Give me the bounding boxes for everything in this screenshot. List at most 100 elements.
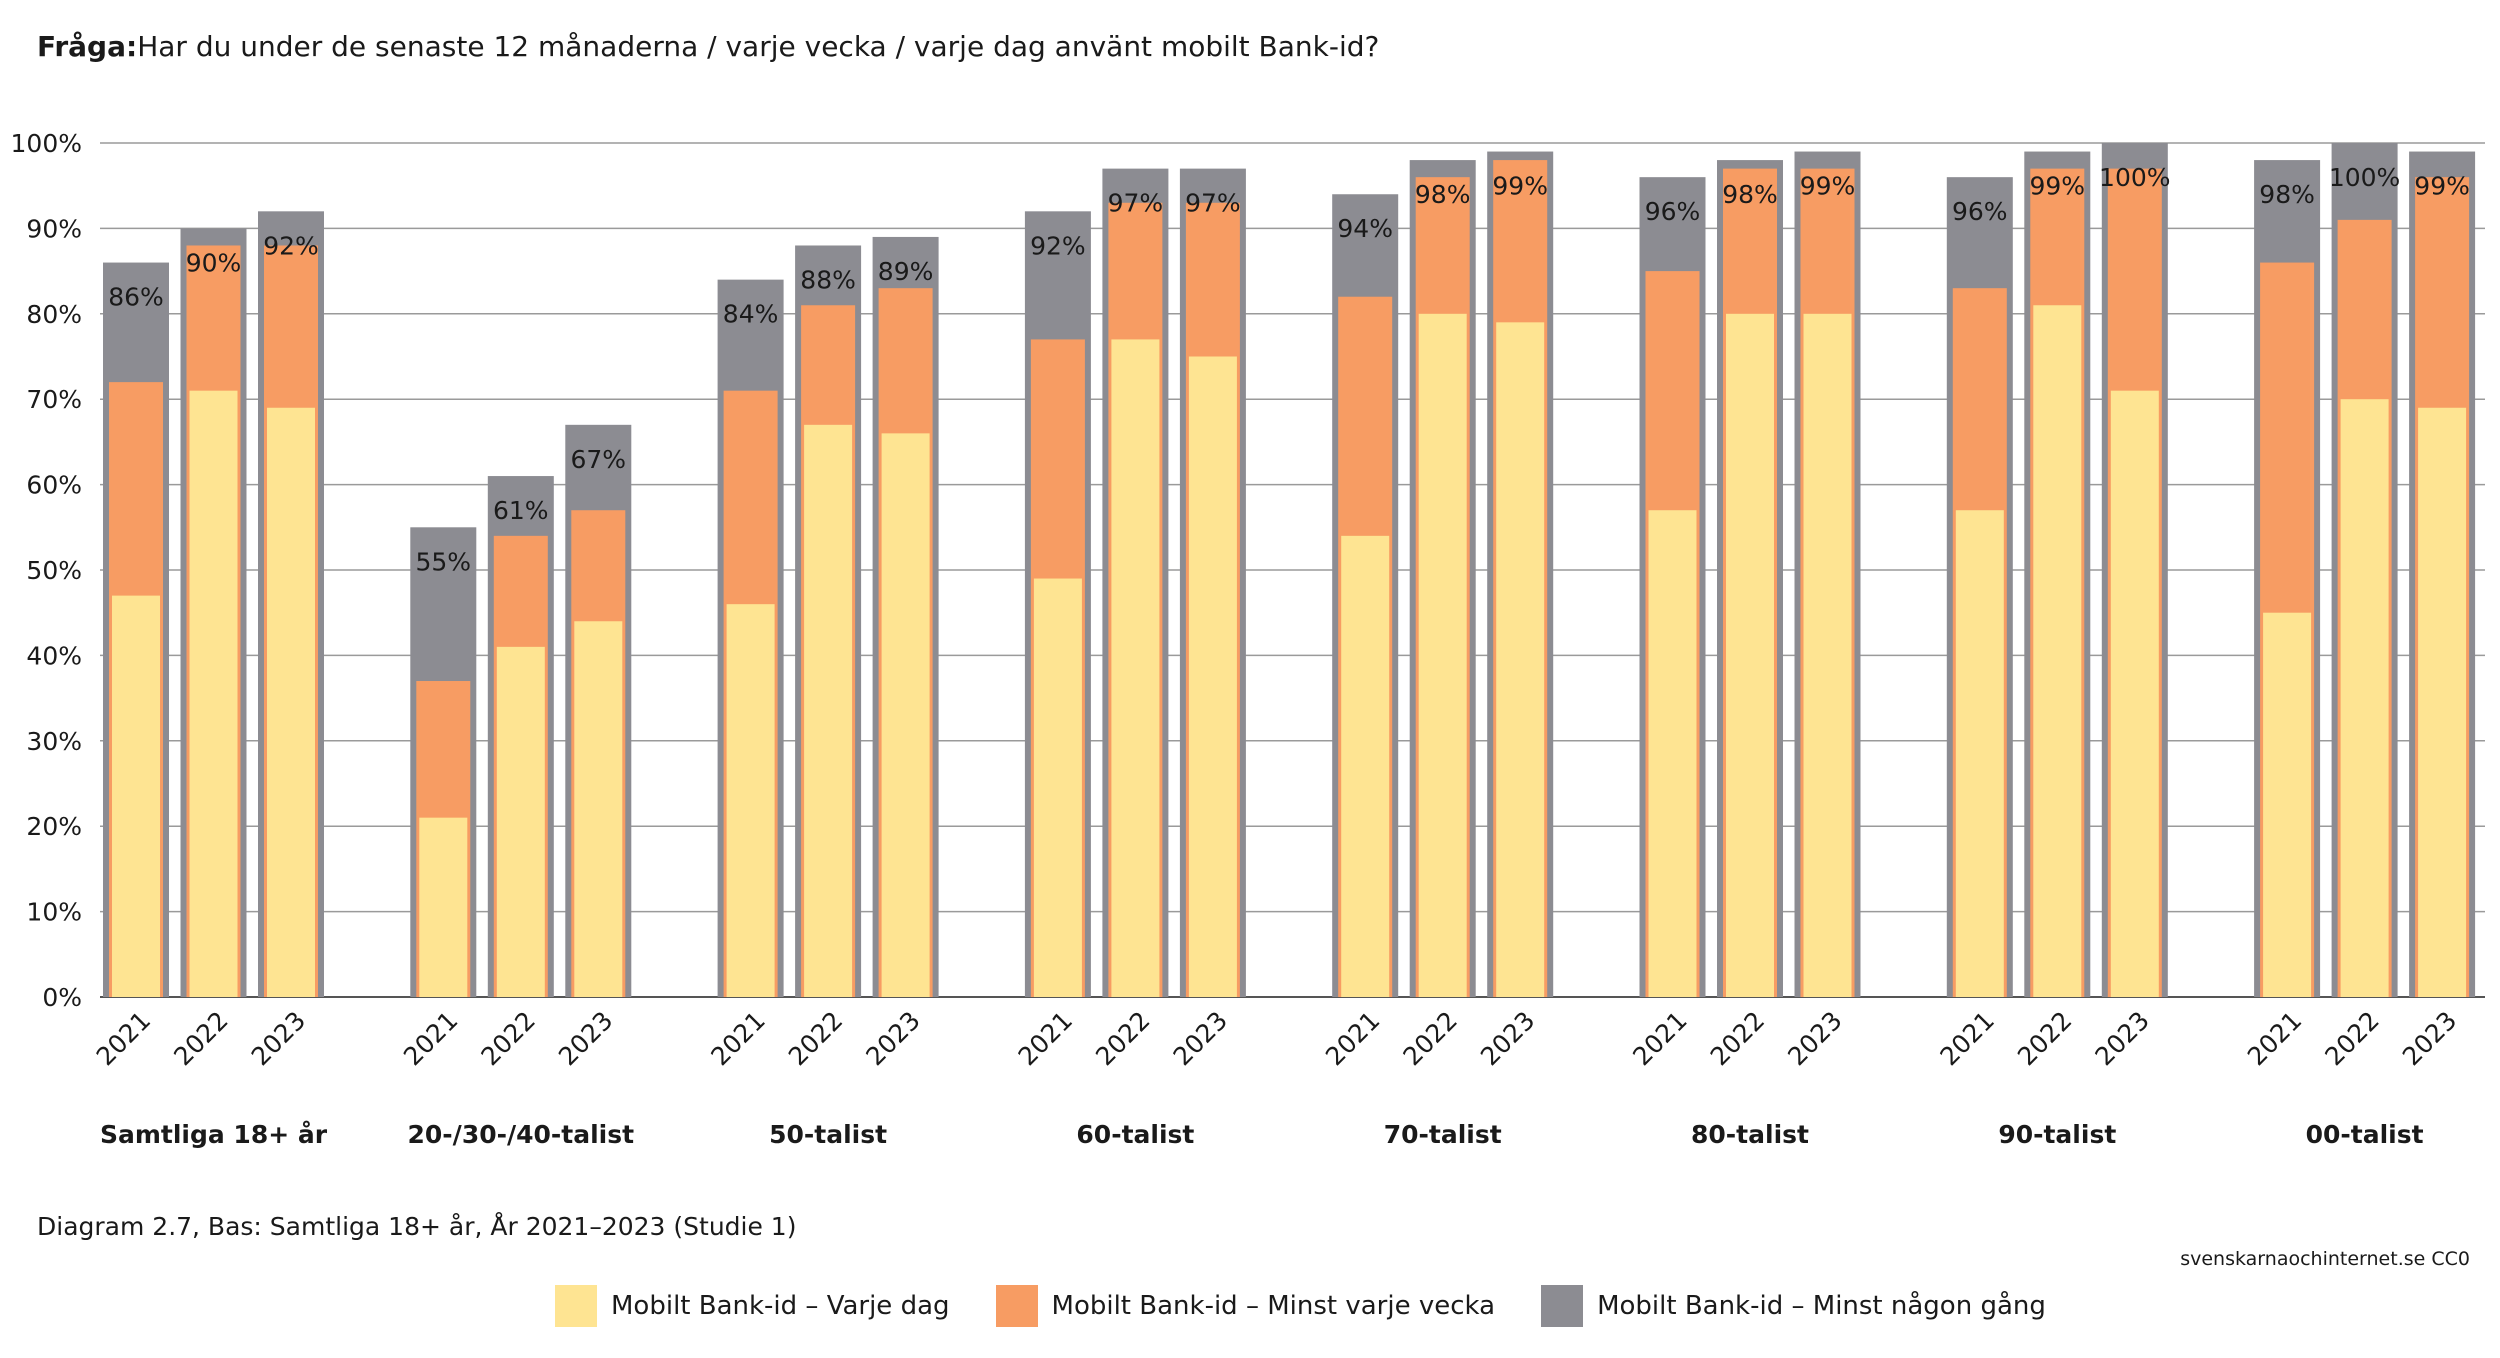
- data-label: 98%: [1722, 180, 1778, 209]
- bar-daily: [574, 621, 623, 997]
- y-tick-label: 80%: [26, 300, 82, 329]
- x-tick-label-year: 2022: [476, 1006, 541, 1071]
- x-tick-label-year: 2021: [705, 1006, 770, 1071]
- title-text: Har du under de senaste 12 månaderna / v…: [137, 30, 1380, 63]
- bar-daily: [1648, 510, 1697, 997]
- data-label: 97%: [1108, 189, 1164, 218]
- x-tick-label-year: 2023: [246, 1006, 311, 1071]
- bar-daily: [189, 390, 238, 997]
- data-label: 97%: [1185, 189, 1241, 218]
- x-tick-label-year: 2021: [1627, 1006, 1692, 1071]
- data-label: 98%: [2259, 180, 2315, 209]
- y-tick-label: 0%: [42, 983, 82, 1012]
- x-tick-label-year: 2021: [91, 1006, 156, 1071]
- data-label: 96%: [1952, 197, 2008, 226]
- data-label: 99%: [1492, 172, 1548, 201]
- bar-daily: [1188, 356, 1237, 997]
- data-label: 94%: [1337, 214, 1393, 243]
- bar-daily: [881, 433, 930, 997]
- x-tick-label-year: 2023: [1475, 1006, 1540, 1071]
- bar-daily: [1955, 510, 2004, 997]
- data-label: 100%: [2099, 163, 2170, 192]
- bar-daily: [2263, 612, 2312, 997]
- bar-daily: [1033, 578, 1082, 997]
- x-tick-label-year: 2023: [2397, 1006, 2462, 1071]
- data-label: 90%: [186, 248, 242, 277]
- legend: Mobilt Bank-id – Varje dag Mobilt Bank-i…: [555, 1285, 2046, 1327]
- bar-daily: [267, 407, 315, 997]
- x-group-label: 60-talist: [1076, 1120, 1194, 1149]
- x-tick-label-year: 2021: [2242, 1006, 2307, 1071]
- bar-daily: [726, 604, 775, 997]
- y-tick-label: 10%: [26, 898, 82, 927]
- x-tick-label-year: 2021: [1320, 1006, 1385, 1071]
- x-tick-label-year: 2022: [2319, 1006, 2384, 1071]
- x-tick-label-year: 2022: [1397, 1006, 1462, 1071]
- bar-daily: [2418, 407, 2467, 997]
- y-tick-label: 70%: [26, 385, 82, 414]
- x-tick-label-year: 2023: [2090, 1006, 2155, 1071]
- x-tick-label-year: 2023: [1168, 1006, 1233, 1071]
- bar-daily: [2340, 399, 2389, 997]
- legend-item-weekly: Mobilt Bank-id – Minst varje vecka: [995, 1285, 1496, 1327]
- bar-daily: [804, 424, 853, 997]
- y-tick-label: 30%: [26, 727, 82, 756]
- bar-daily: [1803, 313, 1852, 997]
- bar-daily: [496, 646, 545, 997]
- y-tick-label: 50%: [26, 556, 82, 585]
- title-prefix: Fråga:: [37, 30, 138, 63]
- x-tick-label-year: 2021: [1935, 1006, 2000, 1071]
- x-tick-label-year: 2023: [860, 1006, 925, 1071]
- data-label: 67%: [571, 445, 627, 474]
- data-label: 61%: [493, 496, 549, 525]
- x-group-label: 50-talist: [769, 1120, 887, 1149]
- y-tick-label: 20%: [26, 812, 82, 841]
- data-label: 99%: [1800, 172, 1856, 201]
- x-group-label: 20-/30-/40-talist: [408, 1120, 635, 1149]
- bar-daily: [1111, 339, 1160, 997]
- data-label: 88%: [800, 265, 856, 294]
- data-label: 55%: [416, 547, 472, 576]
- x-tick-label-year: 2023: [553, 1006, 618, 1071]
- x-tick-label-year: 2022: [2012, 1006, 2077, 1071]
- legend-label-weekly: Mobilt Bank-id – Minst varje vecka: [1051, 1291, 1496, 1321]
- data-label: 98%: [1415, 180, 1471, 209]
- chart-caption: Diagram 2.7, Bas: Samtliga 18+ år, År 20…: [37, 1212, 797, 1241]
- legend-swatch-daily: [555, 1285, 597, 1327]
- x-group-label: 80-talist: [1691, 1120, 1809, 1149]
- x-tick-label-year: 2022: [168, 1006, 233, 1071]
- legend-item-any: Mobilt Bank-id – Minst någon gång: [1541, 1285, 2046, 1327]
- source-credit: svenskarnaochinternet.se CC0: [2180, 1248, 2470, 1270]
- data-label: 84%: [723, 300, 779, 329]
- legend-label-daily: Mobilt Bank-id – Varje dag: [611, 1291, 950, 1321]
- data-label: 96%: [1645, 197, 1701, 226]
- legend-item-daily: Mobilt Bank-id – Varje dag: [555, 1285, 950, 1327]
- x-tick-label-year: 2022: [1090, 1006, 1155, 1071]
- x-tick-label-year: 2021: [398, 1006, 463, 1071]
- data-label: 99%: [2414, 172, 2470, 201]
- legend-swatch-weekly: [995, 1285, 1038, 1327]
- bar-chart: 0% 10% 20% 30% 40% 50% 60% 70% 80% 90% 100% 86% 2021…: [11, 129, 2485, 1149]
- chart-title: Fråga:Har du under de senaste 12 månader…: [37, 30, 1379, 63]
- x-group-label: 00-talist: [2306, 1120, 2424, 1149]
- bar-daily: [1726, 313, 1774, 997]
- data-label: 92%: [263, 231, 319, 260]
- bar-daily: [419, 817, 468, 997]
- data-label: 99%: [2030, 172, 2086, 201]
- x-tick-label-year: 2022: [1705, 1006, 1770, 1071]
- data-label: 86%: [108, 283, 164, 312]
- bar-daily: [1418, 313, 1467, 997]
- bar-daily: [2033, 305, 2082, 997]
- y-tick-label: 90%: [26, 214, 82, 243]
- data-label: 89%: [878, 257, 934, 286]
- x-tick-label-year: 2021: [1013, 1006, 1078, 1071]
- x-group-label: 90-talist: [1998, 1120, 2116, 1149]
- y-tick-label: 60%: [26, 471, 82, 500]
- data-label: 92%: [1030, 231, 1086, 260]
- x-group-label: 70-talist: [1384, 1120, 1502, 1149]
- bar-daily: [1341, 535, 1390, 997]
- y-tick-label: 100%: [11, 129, 82, 158]
- x-tick-label-year: 2023: [1782, 1006, 1847, 1071]
- bar-daily: [1496, 322, 1545, 998]
- y-tick-label: 40%: [26, 641, 82, 670]
